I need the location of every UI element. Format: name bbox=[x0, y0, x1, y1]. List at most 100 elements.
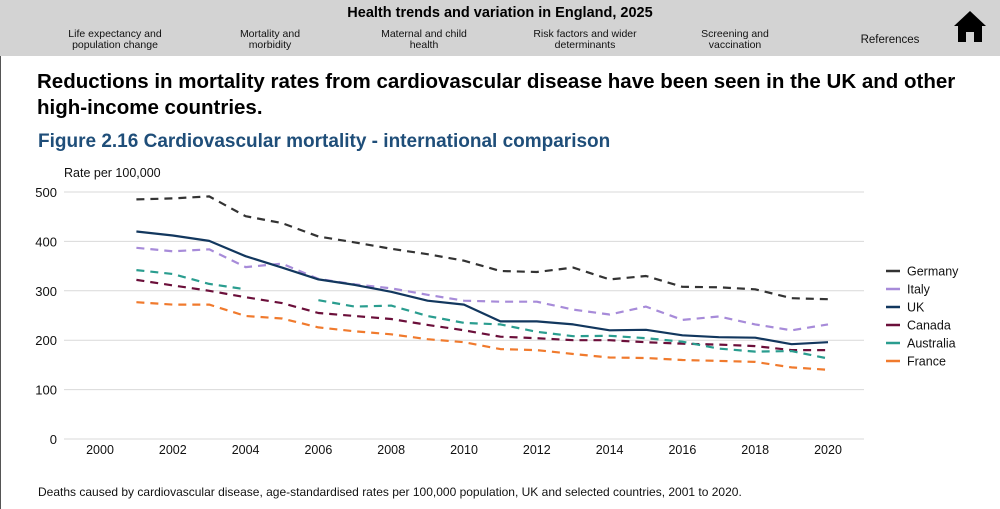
data-point bbox=[170, 196, 175, 201]
nav-screening-vaccination[interactable]: Screening and vaccination bbox=[680, 29, 790, 51]
legend: Germany Italy UK Canada Australia France bbox=[886, 265, 959, 369]
nav-references[interactable]: References bbox=[845, 34, 935, 46]
data-point bbox=[316, 311, 321, 316]
legend-item-france: France bbox=[886, 355, 946, 369]
series-line bbox=[136, 269, 829, 360]
data-point bbox=[498, 347, 503, 352]
data-point bbox=[571, 334, 576, 339]
data-point bbox=[571, 322, 576, 327]
data-point bbox=[425, 337, 430, 342]
legend-item-italy: Italy bbox=[886, 283, 931, 297]
data-point bbox=[498, 322, 503, 327]
data-point bbox=[243, 313, 248, 318]
nav-risk-factors[interactable]: Risk factors and wider determinants bbox=[520, 29, 650, 51]
data-point bbox=[644, 336, 649, 341]
nav-label: determinants bbox=[554, 39, 616, 51]
x-tick-label: 2016 bbox=[668, 443, 696, 457]
data-point bbox=[207, 238, 212, 243]
data-point bbox=[280, 265, 285, 270]
legend-label: Italy bbox=[907, 283, 931, 297]
data-point bbox=[170, 283, 175, 288]
data-point bbox=[753, 335, 758, 340]
x-tick-label: 2002 bbox=[159, 443, 187, 457]
nav-label: Maternal and child bbox=[381, 28, 467, 40]
nav-label: morbidity bbox=[248, 39, 292, 51]
data-point bbox=[716, 346, 721, 351]
series-canada bbox=[134, 277, 831, 353]
data-point bbox=[352, 329, 357, 334]
data-point bbox=[789, 342, 794, 347]
data-point bbox=[498, 334, 503, 339]
data-point bbox=[826, 340, 831, 345]
series-uk bbox=[136, 230, 831, 347]
data-point bbox=[789, 296, 794, 301]
nav-life-expectancy[interactable]: Life expectancy and population change bbox=[60, 29, 170, 51]
x-tick-label: 2018 bbox=[741, 443, 769, 457]
data-point bbox=[425, 292, 430, 297]
legend-item-uk: UK bbox=[886, 301, 925, 315]
data-point bbox=[243, 214, 248, 219]
data-point bbox=[753, 344, 758, 349]
top-navigation-bar: Health trends and variation in England, … bbox=[0, 0, 1000, 56]
y-tick-label: 200 bbox=[35, 333, 57, 348]
data-point bbox=[352, 313, 357, 318]
data-point bbox=[425, 252, 430, 257]
data-point bbox=[462, 328, 467, 333]
data-point bbox=[389, 289, 394, 294]
legend-label: Canada bbox=[907, 319, 951, 333]
legend-label: Australia bbox=[907, 337, 956, 351]
y-tick-label: 500 bbox=[35, 185, 57, 200]
data-point bbox=[534, 299, 539, 304]
x-tick-label: 2004 bbox=[232, 443, 260, 457]
series-germany bbox=[136, 195, 831, 302]
data-point bbox=[389, 332, 394, 337]
page-headline: Reductions in mortality rates from cardi… bbox=[37, 70, 956, 119]
x-tick-label: 2012 bbox=[523, 443, 551, 457]
data-point bbox=[316, 298, 321, 303]
nav-label: Life expectancy and bbox=[68, 28, 162, 40]
y-tick-label: 100 bbox=[35, 383, 57, 398]
data-point bbox=[134, 268, 139, 273]
data-point bbox=[680, 284, 685, 289]
data-point bbox=[644, 327, 649, 332]
data-point bbox=[607, 333, 612, 338]
figure-title: Figure 2.16 Cardiovascular mortality - i… bbox=[38, 131, 611, 152]
x-tick-label: 2020 bbox=[814, 443, 842, 457]
data-point bbox=[389, 303, 394, 308]
site-title: Health trends and variation in England, … bbox=[347, 5, 653, 21]
x-tick-label: 2008 bbox=[377, 443, 405, 457]
data-point bbox=[826, 322, 831, 327]
home-icon[interactable] bbox=[953, 10, 987, 44]
data-point bbox=[243, 254, 248, 259]
data-point bbox=[280, 221, 285, 226]
data-point bbox=[789, 328, 794, 333]
y-tick-label: 300 bbox=[35, 284, 57, 299]
nav-maternal-child-health[interactable]: Maternal and child health bbox=[369, 29, 479, 51]
nav-label: Screening and bbox=[701, 28, 769, 40]
data-point bbox=[571, 352, 576, 357]
data-point bbox=[644, 355, 649, 360]
legend-label: France bbox=[907, 355, 946, 369]
page-left-border bbox=[0, 0, 1, 509]
data-point bbox=[425, 313, 430, 318]
data-point bbox=[826, 348, 831, 353]
data-point bbox=[534, 348, 539, 353]
nav-label: Risk factors and wider bbox=[533, 28, 637, 40]
data-point bbox=[826, 297, 831, 302]
data-point bbox=[498, 299, 503, 304]
data-point bbox=[716, 314, 721, 319]
data-point bbox=[170, 272, 175, 277]
nav-label: vaccination bbox=[708, 39, 762, 51]
x-tick-label: 2014 bbox=[596, 443, 624, 457]
x-tick-labels: 2000 2002 2004 2006 2008 2010 2012 2014 2016 2018… bbox=[86, 443, 842, 457]
nav-mortality-morbidity[interactable]: Mortality and morbidity bbox=[215, 29, 325, 51]
data-point bbox=[243, 287, 248, 292]
data-point bbox=[352, 282, 357, 287]
data-point bbox=[243, 265, 248, 270]
data-point bbox=[134, 277, 139, 282]
data-point bbox=[534, 329, 539, 334]
data-point bbox=[534, 336, 539, 341]
data-point bbox=[134, 300, 139, 305]
data-point bbox=[607, 338, 612, 343]
data-point bbox=[789, 349, 794, 354]
